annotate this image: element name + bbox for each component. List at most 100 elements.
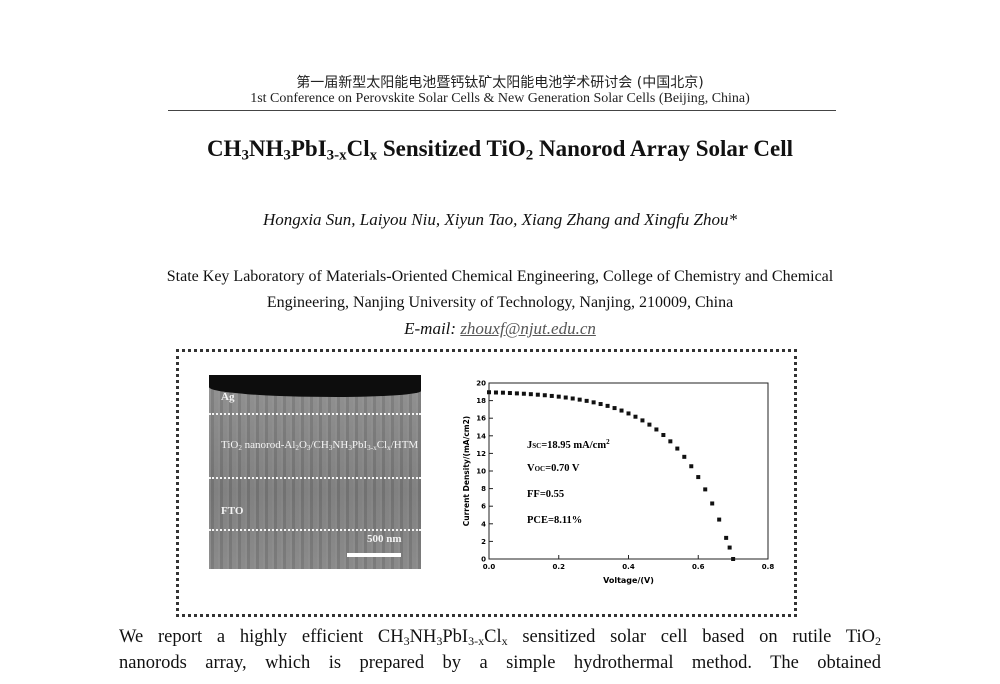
y-tick-label: 8 (481, 485, 486, 493)
data-point (675, 446, 680, 451)
data-point (633, 414, 638, 419)
scale-bar-label: 500 nm (367, 533, 402, 545)
text-segment: x (387, 443, 391, 452)
y-tick-label: 4 (481, 520, 486, 528)
data-point (703, 487, 708, 492)
text-segment: Sensitized TiO (377, 136, 526, 161)
data-point (535, 392, 540, 397)
data-point (563, 395, 568, 400)
text-segment: PbI (290, 136, 327, 161)
data-point (689, 464, 694, 469)
data-point (724, 535, 729, 540)
text-segment: 3 (306, 443, 311, 452)
text-segment: Cl (346, 136, 370, 161)
text-segment: 3 (241, 147, 249, 164)
x-tick-label: 0.6 (692, 563, 705, 571)
text-segment: We report a highly efficient CH (119, 627, 404, 647)
ag-layer (209, 375, 421, 397)
email-link[interactable]: zhouxf@njut.edu.cn (460, 319, 596, 338)
text-segment: 3-x (468, 634, 485, 648)
data-point (514, 391, 519, 396)
annotation-segment: SC (532, 442, 541, 450)
annotation-segment: PCE=8.11% (527, 515, 582, 526)
header-rule (168, 110, 836, 111)
y-tick-label: 0 (481, 556, 486, 564)
layer-divider (209, 529, 421, 531)
sem-label-fto: FTO (221, 505, 244, 517)
data-point (626, 411, 631, 416)
data-point (682, 454, 687, 459)
text-segment: TiO (221, 439, 239, 451)
y-tick-label: 18 (476, 397, 486, 405)
text-segment: PbI (351, 439, 368, 451)
data-point (654, 427, 659, 432)
text-segment: 2 (238, 443, 242, 452)
scale-bar (347, 553, 401, 557)
text-segment: /HTM (390, 439, 419, 451)
data-point (717, 517, 722, 522)
data-point (507, 391, 512, 396)
data-point (647, 422, 652, 427)
data-point (661, 433, 666, 438)
data-point (668, 439, 673, 444)
annotation-segment: FF=0.55 (527, 489, 564, 500)
x-axis-label: Voltage/(V) (603, 576, 654, 585)
y-tick-label: 10 (476, 468, 486, 476)
data-point (612, 406, 617, 411)
text-segment: nanorod-Al (241, 439, 296, 451)
annotation-segment: 2 (606, 438, 610, 446)
text-segment: Nanorod Array Solar Cell (533, 136, 794, 161)
text-segment: 3 (283, 147, 291, 164)
jv-chart: 0.0 0.2 0.4 0.6 0.8 0 2 4 6 8 10 12 14 16 18 20 Voltage/… (462, 380, 775, 586)
text-segment: CH (206, 136, 242, 161)
annotation-segment: =18.95 mA/cm (541, 440, 606, 451)
text-segment: 3-x (367, 443, 377, 452)
y-axis-label: Current Density/(mA/cm2) (462, 416, 471, 526)
annotation-segment: V (527, 463, 535, 474)
text-segment: 2 (525, 147, 534, 164)
text-segment: /CH (310, 439, 329, 451)
x-tick-label: 0.4 (622, 563, 635, 571)
y-tick-label: 12 (476, 450, 486, 458)
data-point (493, 390, 498, 395)
text-segment: sensitized solar cell based on rutile Ti… (507, 627, 875, 647)
sem-image: Ag TiO2 nanorod-Al2O3/CH3NH3PbI3-xClx/HT… (209, 375, 421, 569)
data-point (584, 398, 589, 403)
email-label: E-mail: (404, 319, 457, 338)
sem-label-tio2: TiO2 nanorod-Al2O3/CH3NH3PbI3-xClx/HTM (221, 439, 418, 451)
layer-divider (209, 477, 421, 479)
x-tick-label: 0.0 (483, 563, 496, 571)
text-segment: 3 (403, 634, 410, 648)
data-point (577, 397, 582, 402)
text-segment: 3-x (326, 147, 347, 164)
authors: Hongxia Sun, Laiyou Niu, Xiyun Tao, Xian… (263, 210, 737, 229)
data-point (487, 390, 491, 395)
y-tick-label: 2 (481, 538, 486, 546)
data-point (640, 418, 645, 423)
data-point (591, 400, 596, 405)
text-segment: NH (409, 627, 437, 647)
x-tick-label: 0.8 (762, 563, 775, 571)
text-segment: 2 (874, 634, 881, 648)
text-segment: NH (248, 136, 284, 161)
paper-title: CH3NH3PbI3-xClx Sensitized TiO2 Nanorod … (0, 136, 1000, 164)
text-segment: 3 (328, 443, 333, 452)
text-segment: 3 (436, 634, 443, 648)
conference-title-chinese: 第一届新型太阳能电池暨钙钛矿太阳能电池学术研讨会 (中国北京) (296, 75, 704, 91)
text-segment: Cl (484, 627, 502, 647)
data-point (598, 402, 603, 407)
text-segment: x (501, 634, 508, 648)
data-point (619, 408, 624, 413)
text-segment: x (369, 147, 378, 164)
y-tick-label: 14 (476, 432, 486, 440)
data-point (727, 545, 732, 550)
data-point (556, 394, 561, 399)
layer-divider (209, 413, 421, 415)
data-point (570, 396, 575, 401)
abstract-line-2: nanorods array, which is prepared by a s… (119, 653, 881, 673)
annotation-segment: OC (535, 465, 546, 473)
data-point (542, 393, 547, 398)
annotation-ff: FF=0.55 (527, 489, 564, 500)
y-tick-label: 6 (481, 503, 486, 511)
data-point (710, 501, 715, 506)
